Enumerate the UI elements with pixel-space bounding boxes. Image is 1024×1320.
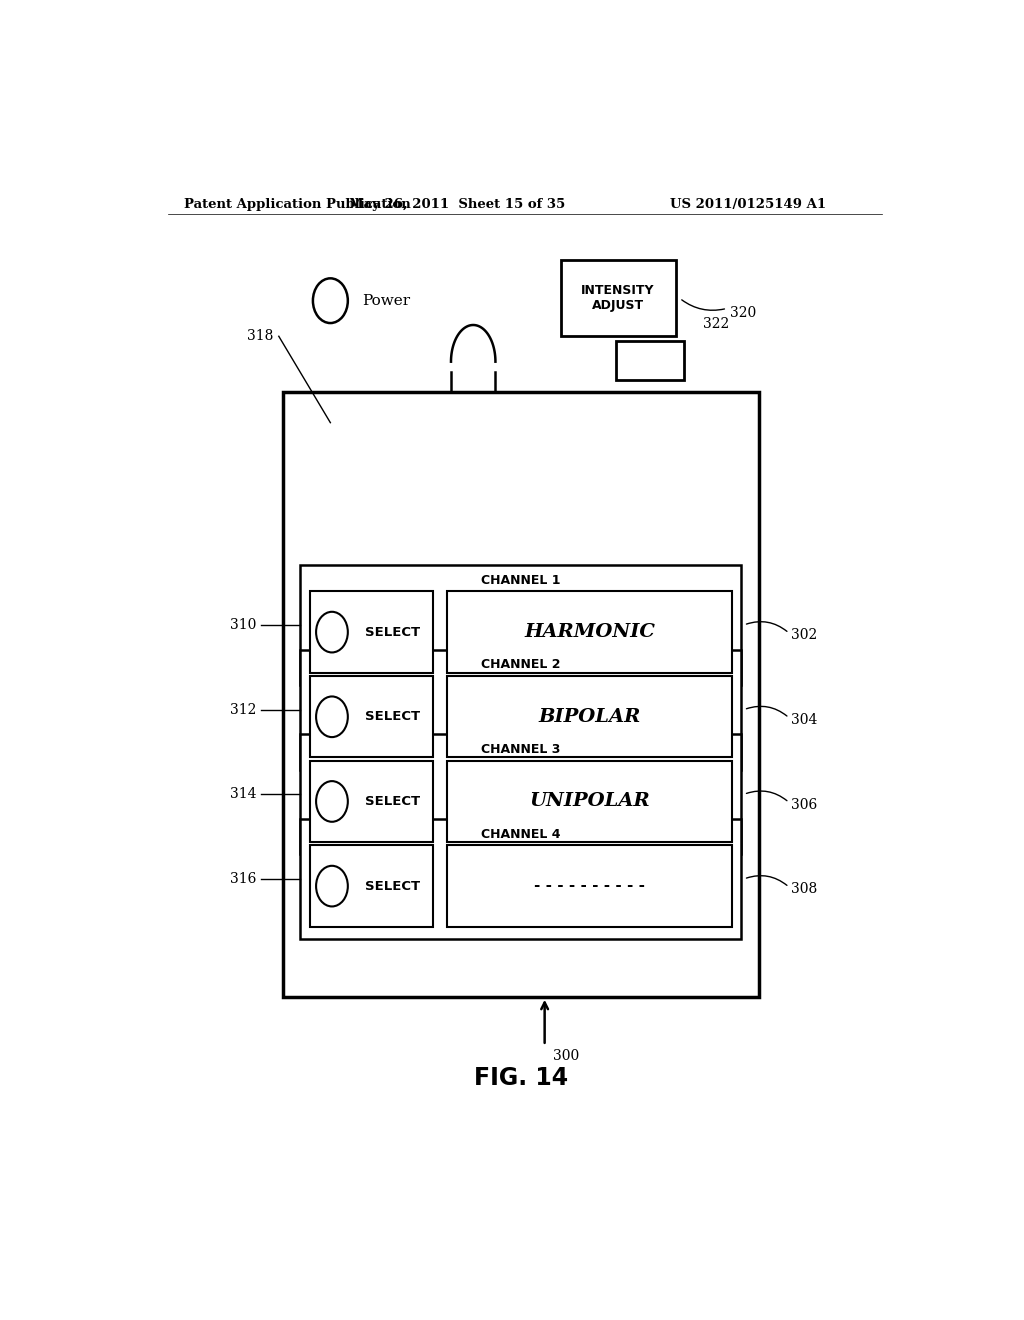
FancyBboxPatch shape bbox=[616, 342, 684, 380]
FancyBboxPatch shape bbox=[309, 846, 433, 927]
Text: CHANNEL 3: CHANNEL 3 bbox=[481, 743, 560, 756]
Text: 310: 310 bbox=[230, 618, 257, 632]
Text: US 2011/0125149 A1: US 2011/0125149 A1 bbox=[671, 198, 826, 211]
FancyBboxPatch shape bbox=[300, 649, 741, 770]
Text: FIG. 14: FIG. 14 bbox=[474, 1067, 568, 1090]
FancyBboxPatch shape bbox=[309, 760, 433, 842]
Text: 316: 316 bbox=[230, 873, 257, 886]
Text: SELECT: SELECT bbox=[365, 879, 420, 892]
Circle shape bbox=[316, 611, 348, 652]
FancyBboxPatch shape bbox=[300, 734, 741, 854]
Text: SELECT: SELECT bbox=[365, 626, 420, 639]
FancyBboxPatch shape bbox=[447, 591, 732, 673]
FancyBboxPatch shape bbox=[309, 591, 433, 673]
Circle shape bbox=[313, 279, 348, 323]
Text: May 26, 2011  Sheet 15 of 35: May 26, 2011 Sheet 15 of 35 bbox=[349, 198, 565, 211]
Text: BIPOLAR: BIPOLAR bbox=[539, 708, 641, 726]
Text: UNIPOLAR: UNIPOLAR bbox=[529, 792, 650, 810]
FancyBboxPatch shape bbox=[447, 846, 732, 927]
Text: 304: 304 bbox=[792, 713, 818, 727]
Text: 322: 322 bbox=[703, 317, 730, 331]
Text: - - - - - - - - - -: - - - - - - - - - - bbox=[534, 879, 645, 894]
FancyBboxPatch shape bbox=[447, 760, 732, 842]
Circle shape bbox=[316, 866, 348, 907]
FancyBboxPatch shape bbox=[309, 676, 433, 758]
FancyBboxPatch shape bbox=[560, 260, 676, 337]
FancyBboxPatch shape bbox=[300, 565, 741, 685]
Text: SELECT: SELECT bbox=[365, 710, 420, 723]
Text: SELECT: SELECT bbox=[365, 795, 420, 808]
Text: 318: 318 bbox=[247, 329, 273, 343]
Text: CHANNEL 4: CHANNEL 4 bbox=[481, 828, 560, 841]
Text: Patent Application Publication: Patent Application Publication bbox=[183, 198, 411, 211]
Text: Power: Power bbox=[362, 293, 411, 308]
Text: CHANNEL 2: CHANNEL 2 bbox=[481, 659, 560, 672]
Text: CHANNEL 1: CHANNEL 1 bbox=[481, 574, 560, 587]
Circle shape bbox=[316, 697, 348, 737]
Text: 314: 314 bbox=[230, 787, 257, 801]
FancyBboxPatch shape bbox=[447, 676, 732, 758]
FancyBboxPatch shape bbox=[283, 392, 759, 997]
Text: 302: 302 bbox=[792, 628, 818, 642]
Text: 306: 306 bbox=[792, 797, 818, 812]
Text: 312: 312 bbox=[230, 702, 257, 717]
Text: 320: 320 bbox=[729, 306, 756, 321]
Text: 300: 300 bbox=[553, 1049, 579, 1063]
Text: 308: 308 bbox=[792, 882, 818, 896]
Text: HARMONIC: HARMONIC bbox=[524, 623, 655, 642]
Circle shape bbox=[316, 781, 348, 822]
Text: INTENSITY
ADJUST: INTENSITY ADJUST bbox=[582, 284, 654, 312]
FancyBboxPatch shape bbox=[300, 818, 741, 939]
